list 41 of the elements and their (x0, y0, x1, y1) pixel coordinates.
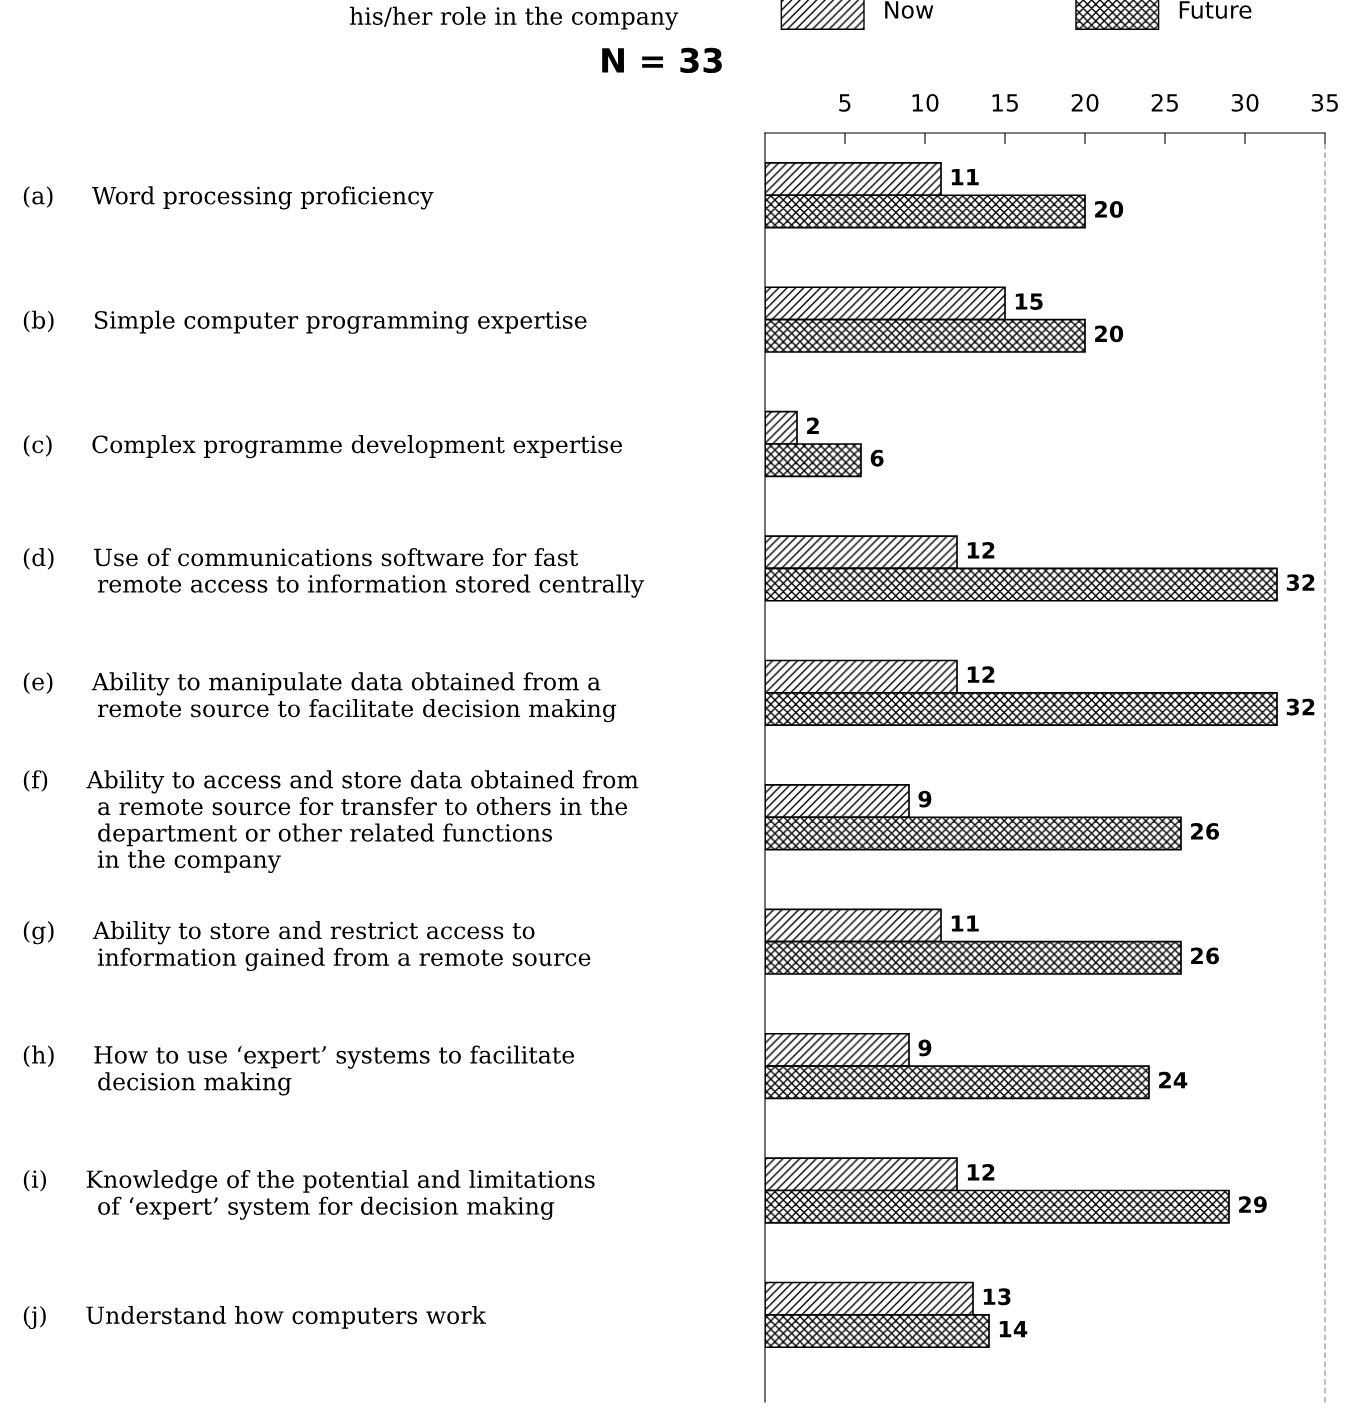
text: N = 33 (602, 47, 722, 74)
y-tick-label: (g) Ability to store and restrict access to information gained from a remote source (23, 921, 591, 972)
data-label: 26 (1191, 947, 1220, 965)
data-label: 20 (1095, 325, 1124, 343)
x-tick-label: 35 (1311, 93, 1338, 112)
y-tick-label: (h) How to use ‘expert’ systems to facilitate decision making (23, 1045, 575, 1096)
data-label: 29 (1239, 1196, 1267, 1214)
data-label: 15 (1015, 293, 1043, 310)
legend-label: Now (885, 1, 934, 19)
y-tick-label: (d) Use of communications software for fast remote access to information stored centrally (23, 548, 645, 598)
x-tick-label: 20 (1071, 93, 1099, 112)
text: his/her role in the company (349, 6, 679, 30)
data-label: 20 (1095, 201, 1124, 218)
data-label: 12 (967, 541, 995, 559)
legend-label: Future (1179, 1, 1252, 19)
data-label: 12 (967, 666, 995, 683)
y-tick-label: (j) Understand how computers work (23, 1305, 487, 1330)
y-tick-label: (c) Complex programme development expertise (23, 435, 623, 459)
data-label: 6 (870, 449, 884, 467)
data-label: 2 (807, 417, 819, 434)
data-label: 32 (1286, 574, 1315, 592)
y-tick-label: (a) Word processing proficiency (23, 186, 434, 210)
y-tick-label: (i) Knowledge of the potential and limitations of ‘expert’ system for decision making (23, 1169, 595, 1220)
data-label: 12 (967, 1163, 995, 1181)
y-tick-label: (f) Ability to access and store data obtained from a remote source for transfer to others in the department or other related functions in the company (23, 770, 639, 874)
data-label: 26 (1191, 823, 1220, 840)
x-tick-label: 15 (992, 94, 1018, 112)
x-tick-label: 5 (839, 94, 851, 112)
x-tick-label: 25 (1151, 93, 1178, 112)
data-label: 32 (1286, 698, 1315, 716)
data-label: 14 (999, 1320, 1028, 1338)
data-label: 13 (983, 1288, 1011, 1306)
y-tick-label: (b) Simple computer programming expertise (23, 310, 587, 334)
data-label: 9 (918, 790, 932, 808)
x-tick-label: 10 (912, 93, 939, 112)
data-label: 24 (1159, 1071, 1188, 1089)
data-label: 11 (951, 915, 979, 932)
data-label: 11 (951, 168, 979, 186)
y-tick-label: (e) Ability to manipulate data obtained from a remote source to facilitate decision making (23, 672, 617, 723)
x-tick-label: 30 (1231, 93, 1259, 112)
data-label: 9 (918, 1039, 932, 1057)
